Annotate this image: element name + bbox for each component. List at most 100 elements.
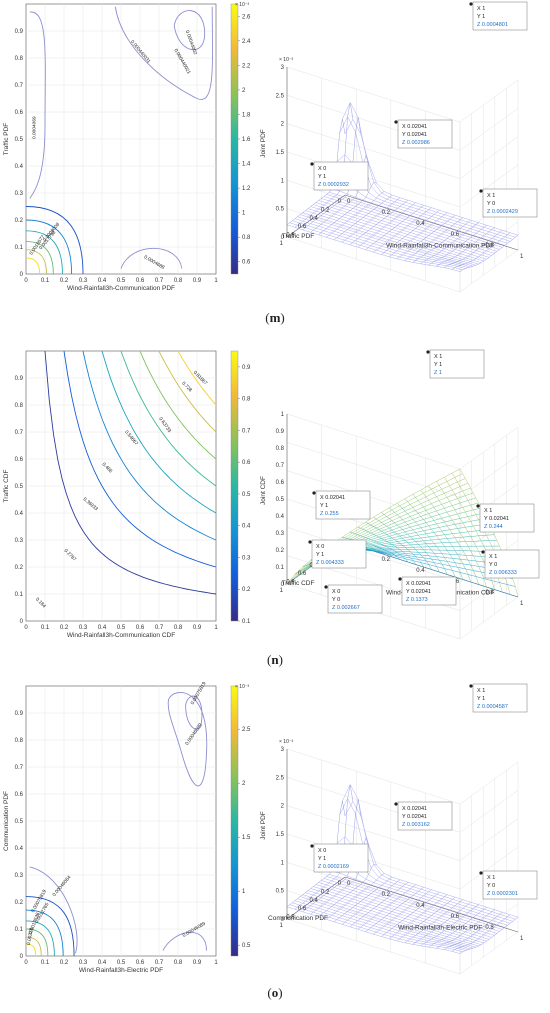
x-tick-label: 0.6 <box>451 914 460 920</box>
datatip: X 0 Y 1 Z 0.004333 <box>308 539 367 569</box>
colorbar-tick-label: 1.6 <box>242 137 251 143</box>
colorbar <box>230 350 239 622</box>
colorbar-tick-label: 0.4 <box>242 524 251 530</box>
datatip-y: Y 1 <box>318 174 326 180</box>
surface-mesh-line <box>313 204 487 260</box>
contour-line <box>25 241 54 275</box>
datatip: X 1 Y 1 Z 1 <box>426 349 485 379</box>
y-tick-label: 0.2 <box>15 565 24 571</box>
y-tick-label: 0.6 <box>298 224 307 230</box>
colorbar-tick-label: 0.6 <box>242 460 251 466</box>
colorbar-tick-label: 0.9 <box>242 365 251 371</box>
datatip-z: Z 0.0004587 <box>477 704 508 710</box>
y-tick-label: 0.4 <box>15 164 24 170</box>
datatip-x: X 1 <box>484 508 492 514</box>
x-axis-label: Wind-Rainfall3h-Communication PDF <box>67 285 175 292</box>
contour-line <box>101 350 217 514</box>
colorbar-tick-label: 0.1 <box>242 619 251 625</box>
x-tick-label: 0.2 <box>382 557 391 563</box>
x-tick-label: 0.3 <box>79 625 88 631</box>
datatip-y: Y 0 <box>332 597 340 603</box>
colorbar-tick-label: 2 <box>242 88 246 94</box>
datatip-box <box>311 539 367 569</box>
contour-line <box>120 248 183 269</box>
x-tick-label: 0.6 <box>136 625 145 631</box>
datatip-x: X 1 <box>487 875 495 881</box>
colorbar-exponent: × 10⁻³ <box>235 684 250 690</box>
datatip-x: X 1 <box>487 193 495 199</box>
surface-plot: 00.20.40.60.8100.20.40.60.8100.511.522.5… <box>260 1 538 293</box>
grid-line <box>459 790 519 833</box>
contour-line <box>25 928 49 957</box>
datatip-box <box>429 349 485 379</box>
grid-line <box>459 108 519 151</box>
colorbar-tick-label: 0.8 <box>242 397 251 403</box>
colorbar-tick-label: 2.2 <box>242 63 251 69</box>
z-tick-label: 1.5 <box>276 832 285 838</box>
contour-line <box>185 695 203 730</box>
datatip: X 0 Y 0 Z 0.002667 <box>324 584 383 614</box>
y-tick-label: 0.9 <box>15 376 24 382</box>
x-tick-label: 0.4 <box>416 221 425 227</box>
datatip-x: X 0.02041 <box>406 581 431 587</box>
surface-mesh-line <box>310 206 484 262</box>
z-tick-label: 0.1 <box>276 565 285 571</box>
datatip-x: X 0 <box>318 848 326 854</box>
colorbar-exponent: × 10⁻³ <box>235 2 250 8</box>
grid-line <box>286 527 461 583</box>
datatip-marker <box>312 491 316 495</box>
y-tick-label: 1 <box>280 588 284 594</box>
datatip-marker <box>481 550 485 554</box>
surface-mesh-line <box>305 210 479 265</box>
datatip-box <box>327 584 383 614</box>
surface-mesh-line <box>381 209 440 255</box>
surface-mesh-line <box>436 227 495 267</box>
contour-line <box>25 206 84 275</box>
panel-svg: 0 0.1 0.2 0.3 0.4 0.5 0.6 0.7 0.8 0.9 100.10.20.30… <box>3 681 538 975</box>
x-tick-label: 0.8 <box>485 925 494 931</box>
surface-mesh-line <box>302 212 476 266</box>
contour-line <box>25 909 64 957</box>
x-tick-label: 0.5 <box>117 960 126 966</box>
surface-mesh-line <box>451 914 511 952</box>
grid-line <box>459 249 519 293</box>
contour-line <box>63 350 217 568</box>
z-tick-label: 0.5 <box>276 889 285 895</box>
x-tick-label: 0.7 <box>155 278 164 284</box>
datatip-box <box>479 503 535 533</box>
datatip-z: Z 0.255 <box>320 511 339 517</box>
colorbar-tick-label: 1.2 <box>242 186 251 192</box>
surface-mesh-line <box>286 906 461 954</box>
x-tick-label: 0.3 <box>79 278 88 284</box>
datatip-x: X 0 <box>316 544 324 550</box>
surface-mesh-line <box>294 900 468 950</box>
datatip: X 1 Y 1 Z 0.0004801 <box>469 1 528 31</box>
panel-caption: (m) <box>265 310 285 325</box>
grid-line <box>459 761 519 805</box>
contour-line <box>25 943 37 957</box>
panel-svg: 0 0.1 0.2 0.3 0.4 0.5 0.6 0.7 0.8 0.9 100.10.20.30… <box>3 349 540 640</box>
y-tick-label: 0.6 <box>298 906 307 912</box>
z-tick-label: 0.8 <box>276 446 285 452</box>
datatip-y: Y 1 <box>318 856 326 862</box>
datatip: X 0.02041 Y 0.02041 Z 0.003162 <box>394 801 453 831</box>
contour-line <box>120 350 217 487</box>
datatip-x: X 1 <box>477 688 485 694</box>
surface-mesh-line <box>300 214 474 267</box>
x-tick-label: 1 <box>520 254 524 260</box>
contour-line <box>167 692 208 787</box>
surface-mesh-line <box>297 216 471 268</box>
contour-plot: 0 0.1 0.2 0.3 0.4 0.5 0.6 0.7 0.8 0.9 1 0 0.1 0.2 0.3 0… <box>3 350 251 639</box>
contour-line <box>29 866 78 954</box>
y-tick-label: 0.6 <box>298 571 307 577</box>
datatip-z: Z 0.006333 <box>489 570 517 576</box>
grid-line <box>459 164 519 208</box>
colorbar-tick-label: 1 <box>242 211 246 217</box>
z-tick-label: 2 <box>281 122 285 128</box>
y-tick-label: 0 <box>20 954 24 960</box>
colorbar-tick-label: 2.4 <box>242 39 251 45</box>
x-tick-label: 0 <box>24 625 28 631</box>
surface-mesh-line <box>315 884 490 940</box>
contour-plot: 0 0.1 0.2 0.3 0.4 0.5 0.6 0.7 0.8 0.9 1 0 0.1 0.2 0.3 0… <box>3 681 251 974</box>
y-axis-label: Communication PDF <box>3 791 10 851</box>
